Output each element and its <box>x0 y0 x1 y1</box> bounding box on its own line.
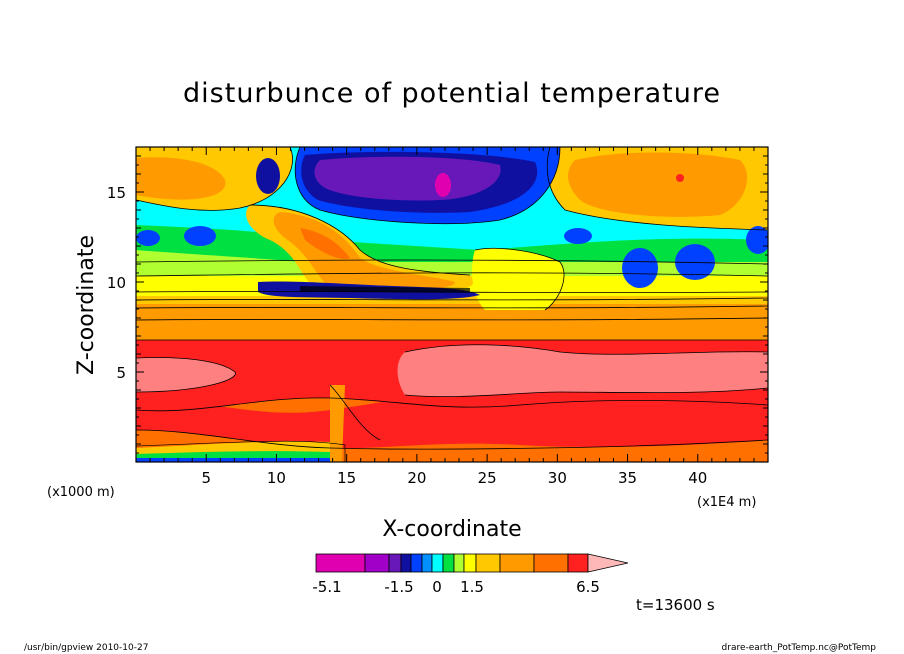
time-label: t=13600 s <box>636 596 715 614</box>
field-cold-cell-right1 <box>622 248 658 288</box>
plot-frame <box>135 146 769 463</box>
colorbar-swatch <box>463 553 477 573</box>
field-cold-pool-purple <box>314 156 501 201</box>
y-tick-label: 5 <box>116 364 126 382</box>
field-cold-cell-edge <box>136 230 160 246</box>
colorbar-swatch <box>421 553 433 573</box>
footer-left: /usr/bin/gpview 2010-10-27 <box>24 643 148 653</box>
y-tick-labels: 5 10 15 <box>107 184 126 382</box>
field-dense-contours <box>300 286 470 292</box>
field-pink-center <box>397 344 768 397</box>
colorbar-swatch <box>388 553 402 573</box>
field-cold-cell-left <box>256 158 280 194</box>
colorbar-extend-arrow <box>587 553 629 573</box>
x-tick-labels: 5 10 15 20 25 30 35 40 <box>201 469 707 487</box>
field-upper-left-orange <box>136 157 226 200</box>
colorbar-swatch <box>400 553 412 573</box>
field-plume-orange <box>273 212 455 290</box>
field-cold-cell-right2 <box>675 244 715 280</box>
colorbar-swatch <box>499 553 535 573</box>
colorbar-swatch <box>475 553 501 573</box>
y-unit-label: (x1000 m) <box>47 485 115 500</box>
colorbar-label: 1.5 <box>460 578 484 596</box>
field-cold-pool-core <box>435 173 451 197</box>
field-column-yellow <box>472 248 565 310</box>
colorbar-swatch <box>315 553 366 573</box>
x-tick-label: 15 <box>337 469 356 487</box>
colorbar-swatch <box>410 553 423 573</box>
x-tick-label: 40 <box>688 469 707 487</box>
field-pink-left <box>136 357 236 392</box>
field-cold-cell-right3 <box>746 226 768 254</box>
colorbar-labels: -5.1 -1.5 0 1.5 6.5 <box>312 578 600 596</box>
x-tick-label: 25 <box>478 469 497 487</box>
colorbar-swatch <box>533 553 569 573</box>
x-axis-label: X-coordinate <box>382 517 521 542</box>
colorbar-swatch <box>442 553 455 573</box>
field-red-dot <box>676 174 684 182</box>
colorbar-label: -1.5 <box>384 578 413 596</box>
field-upper-lime <box>136 250 768 272</box>
colorbar <box>315 553 629 573</box>
colorbar-swatch <box>453 553 465 573</box>
x-tick-label: 5 <box>201 469 211 487</box>
y-axis-label: Z-coordinate <box>74 235 99 375</box>
field-cold-cell-mid <box>184 226 216 246</box>
heatmap-field <box>136 147 768 462</box>
field-upper-right-orange <box>568 152 748 217</box>
footer-right: drare-earth_PotTemp.nc@PotTemp <box>722 643 877 653</box>
x-tick-label: 30 <box>548 469 567 487</box>
y-tick-label: 15 <box>107 184 126 202</box>
chart-title: disturbunce of potential temperature <box>183 78 721 109</box>
contour-surface <box>136 440 346 462</box>
colorbar-swatch <box>567 553 589 573</box>
colorbar-label: 6.5 <box>576 578 600 596</box>
axis-ticks <box>135 146 769 462</box>
colorbar-label: 0 <box>432 578 442 596</box>
colorbar-swatch <box>431 553 444 573</box>
field-cold-cell-right4 <box>564 228 592 244</box>
y-tick-label: 10 <box>107 274 126 292</box>
colorbar-label: -5.1 <box>312 578 341 596</box>
field-surface-plume <box>330 385 345 462</box>
contour-lines <box>136 147 768 450</box>
x-tick-label: 20 <box>407 469 426 487</box>
field-surface-blue <box>136 458 330 462</box>
colorbar-swatch <box>364 553 390 573</box>
x-tick-label: 35 <box>618 469 637 487</box>
field-plume-core <box>300 228 350 259</box>
x-unit-label: (x1E4 m) <box>697 495 756 510</box>
x-tick-label: 10 <box>267 469 286 487</box>
